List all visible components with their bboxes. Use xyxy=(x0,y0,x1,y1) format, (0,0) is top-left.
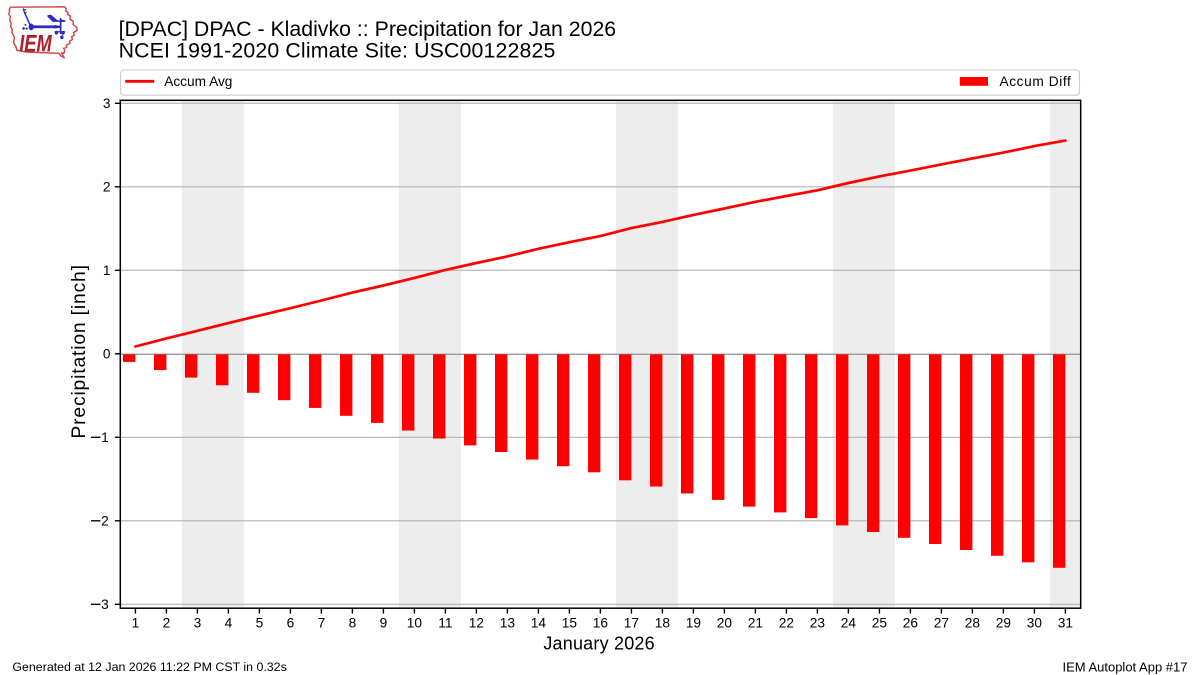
svg-text:10: 10 xyxy=(407,616,423,631)
svg-text:IEM: IEM xyxy=(19,31,52,58)
svg-text:3: 3 xyxy=(101,597,109,612)
svg-text:9: 9 xyxy=(380,616,388,631)
svg-text:1: 1 xyxy=(132,616,140,631)
svg-text:24: 24 xyxy=(841,616,857,631)
svg-text:12: 12 xyxy=(469,616,484,631)
svg-text:15: 15 xyxy=(562,616,578,631)
svg-text:Accum Avg: Accum Avg xyxy=(164,74,232,89)
svg-text:[DPAC] DPAC - Kladivko :: Prec: [DPAC] DPAC - Kladivko :: Precipitation … xyxy=(119,17,617,41)
svg-text:29: 29 xyxy=(996,616,1011,631)
svg-text:8: 8 xyxy=(349,616,357,631)
svg-text:19: 19 xyxy=(686,616,701,631)
svg-text:5: 5 xyxy=(256,616,264,631)
svg-text:Generated at 12 Jan 2026 11:22: Generated at 12 Jan 2026 11:22 PM CST in… xyxy=(12,660,286,674)
svg-text:31: 31 xyxy=(1058,616,1073,631)
svg-text:4: 4 xyxy=(225,616,233,631)
svg-text:13: 13 xyxy=(500,616,516,631)
svg-text:14: 14 xyxy=(531,616,547,631)
svg-text:25: 25 xyxy=(872,616,888,631)
svg-text:1: 1 xyxy=(101,430,109,445)
svg-text:0: 0 xyxy=(103,347,111,362)
svg-text:30: 30 xyxy=(1027,616,1043,631)
svg-text:NCEI 1991-2020 Climate Site: U: NCEI 1991-2020 Climate Site: USC00122825 xyxy=(119,39,556,63)
svg-text:3: 3 xyxy=(103,96,111,111)
svg-text:2: 2 xyxy=(101,514,109,529)
svg-text:18: 18 xyxy=(655,616,671,631)
svg-text:28: 28 xyxy=(965,616,981,631)
svg-text:27: 27 xyxy=(934,616,949,631)
svg-text:Accum Diff: Accum Diff xyxy=(1000,74,1072,89)
svg-text:2: 2 xyxy=(103,180,111,195)
svg-text:Precipitation [inch]: Precipitation [inch] xyxy=(68,264,90,438)
svg-text:7: 7 xyxy=(318,616,326,631)
svg-text:23: 23 xyxy=(810,616,826,631)
svg-text:16: 16 xyxy=(593,616,609,631)
svg-text:22: 22 xyxy=(779,616,794,631)
svg-text:20: 20 xyxy=(717,616,733,631)
svg-text:6: 6 xyxy=(287,616,295,631)
svg-text:21: 21 xyxy=(748,616,763,631)
svg-text:11: 11 xyxy=(438,616,452,631)
svg-text:January 2026: January 2026 xyxy=(543,633,654,653)
svg-text:3: 3 xyxy=(194,616,202,631)
svg-text:IEM Autoplot App #17: IEM Autoplot App #17 xyxy=(1062,659,1187,674)
svg-text:17: 17 xyxy=(624,616,639,631)
svg-text:2: 2 xyxy=(163,616,171,631)
svg-text:26: 26 xyxy=(903,616,919,631)
svg-text:1: 1 xyxy=(103,263,111,278)
